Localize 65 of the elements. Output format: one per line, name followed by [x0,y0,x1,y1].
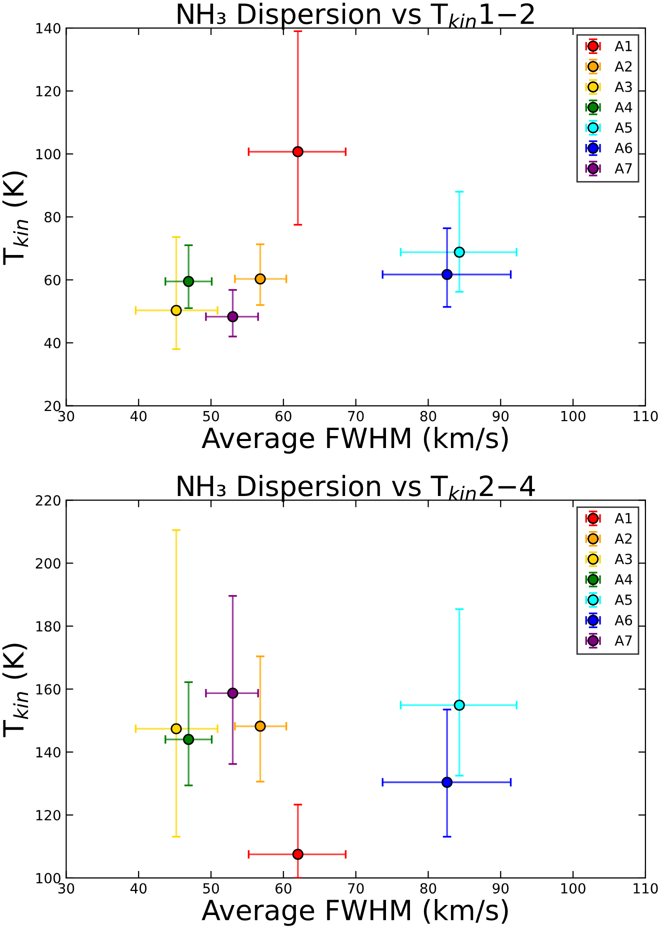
point [254,273,266,284]
y-tick-label: 120 [36,810,60,820]
legend-label: A3 [614,82,632,92]
legend-label: A2 [614,533,632,544]
legend-label: A6 [614,614,632,626]
y-axis-title: T$_{kin}$ (K) [2,172,28,265]
y-tick-label: 40 [44,338,60,348]
x-tick-label: 50 [203,410,219,422]
point [183,734,194,746]
x-tick-label: 100 [561,883,586,894]
x-tick-label: 60 [276,883,292,894]
x-tick-label: 90 [492,883,509,894]
x-tick-label: 90 [492,410,509,422]
y-tick-label: 20 [44,400,60,412]
legend-label: A2 [614,61,632,72]
x-tick-label: 60 [276,410,292,422]
y-tick-label: 80 [44,212,60,222]
y-tick-label: 140 [36,747,60,758]
x-tick-label: 100 [561,410,586,422]
point [454,246,465,258]
x-tick-label: 80 [420,883,436,894]
point [227,311,238,322]
x-axis-title: Average FWHM (km/s) [202,899,508,926]
point [292,146,304,158]
legend-label: A6 [614,142,632,154]
legend-label: A5 [614,122,632,133]
legend-label: A7 [614,635,632,646]
point [442,776,453,788]
legend-label: A7 [614,163,632,174]
legend-label: A3 [614,554,632,564]
point [170,723,182,734]
x-tick-label: 50 [203,883,219,894]
x-tick-label: 80 [420,410,436,422]
x-tick-label: 110 [634,410,658,422]
y-tick-label: 160 [36,684,60,695]
x-tick-label: 30 [58,883,74,894]
legend-label: A4 [614,574,632,584]
point [292,848,304,860]
y-tick-label: 200 [36,558,60,569]
y-tick-label: 120 [36,86,60,96]
legend-label: A4 [614,102,632,112]
x-tick-label: 70 [348,883,364,894]
y-tick-label: 100 [36,872,60,884]
legend-label: A1 [614,513,632,524]
x-tick-label: 40 [130,883,147,894]
y-tick-label: 180 [36,621,60,632]
point [442,268,453,280]
x-axis-title: Average FWHM (km/s) [202,426,508,454]
y-tick-label: 140 [36,22,60,34]
legend-label: A1 [614,40,632,52]
x-tick-label: 70 [348,410,364,422]
chart-title: NH₃ Dispersion vs T$_{kin}$2−4 [178,474,535,502]
legend-label: A5 [614,594,632,606]
y-tick-label: 60 [44,274,60,286]
point [254,720,266,732]
point [170,304,182,316]
y-tick-label: 220 [36,495,60,506]
y-axis-title: T$_{kin}$ (K) [2,644,28,738]
x-tick-label: 30 [58,410,74,422]
point [227,688,238,699]
x-tick-label: 40 [130,410,147,422]
y-tick-label: 100 [36,148,60,160]
x-tick-label: 110 [634,883,658,894]
point [183,276,194,287]
point [454,700,465,711]
